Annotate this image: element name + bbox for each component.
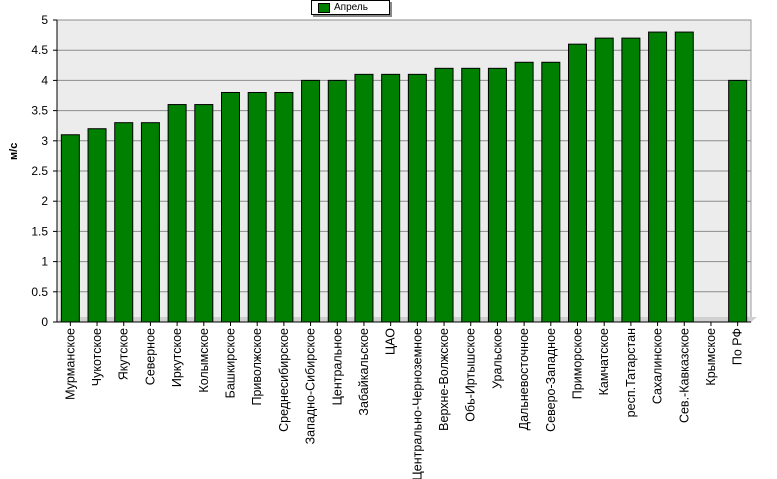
x-tick-label: Северное [143, 328, 157, 385]
y-tick-label: 0 [41, 315, 48, 329]
x-tick-label: Приволжское [250, 328, 264, 406]
bar [568, 43, 587, 323]
bar [514, 61, 534, 323]
x-tick-label: Обь-Иртышское [464, 328, 478, 422]
y-tick-label: 3.5 [31, 104, 48, 118]
x-tick-label: Северо-Западное [544, 328, 558, 432]
x-tick-label: Забайкальское [357, 328, 371, 416]
y-tick-label: 1.5 [31, 224, 48, 238]
y-tick-label: 3 [41, 134, 48, 148]
bar [194, 104, 214, 323]
legend-swatch [318, 3, 330, 13]
x-tick-label: Центрально-Черноземное [410, 328, 424, 479]
bar [221, 91, 240, 323]
bar [648, 31, 668, 323]
x-tick-label: Приморское [571, 328, 585, 399]
bar [434, 67, 454, 323]
x-tick-label: Крымское [704, 328, 718, 386]
x-tick-label: По РФ [731, 328, 745, 365]
x-tick-label: Центральное [330, 328, 344, 405]
bar [274, 91, 294, 323]
x-tick-label: Башкирское [224, 328, 238, 398]
bar [381, 73, 401, 323]
y-tick-label: 5 [41, 13, 48, 27]
x-tick-label: Сев.-Кавказское [677, 328, 691, 423]
bar [621, 37, 641, 323]
y-tick-label: 4 [41, 73, 48, 87]
bar [114, 122, 134, 323]
x-tick-label: Якутское [117, 328, 131, 380]
bar [461, 67, 481, 323]
bar [354, 73, 374, 323]
bar [541, 61, 561, 323]
x-tick-label: Верхне-Волжское [437, 328, 451, 431]
bar [301, 79, 321, 323]
bar [167, 104, 187, 323]
x-tick-label: Западно-Сибирское [304, 328, 318, 444]
bar [60, 134, 80, 323]
x-tick-label: Иркутское [170, 328, 184, 387]
x-tick-label: Уральское [490, 328, 504, 389]
bar [87, 128, 107, 323]
x-tick-label: Чукотское [90, 328, 104, 386]
y-tick-label: 4.5 [31, 43, 48, 57]
y-tick-label: 0.5 [31, 285, 48, 299]
bar [327, 79, 347, 323]
y-tick-label: 2.5 [31, 164, 48, 178]
bar [674, 31, 694, 323]
legend: Апрель [311, 0, 390, 15]
x-tick-label: Дальневосточное [517, 328, 531, 430]
x-tick-label: Камчатское [597, 328, 611, 395]
x-tick-label: Колымское [197, 328, 211, 393]
legend-label: Апрель [334, 2, 368, 13]
bar [594, 37, 614, 323]
x-tick-label: респ.Татарстан [624, 328, 638, 417]
x-tick-label: Среднесибирское [277, 328, 291, 432]
y-tick-label: 1 [41, 255, 48, 269]
x-tick-label: Мурманское [63, 328, 77, 400]
y-axis-label: м/с [8, 142, 20, 160]
bar [140, 122, 160, 323]
bar [728, 79, 748, 323]
bar [407, 73, 427, 323]
x-tick-label: Сахалинское [651, 328, 665, 404]
bar [487, 67, 507, 323]
y-tick-label: 2 [41, 194, 48, 208]
bar [247, 91, 267, 323]
x-tick-label: ЦАО [384, 328, 398, 355]
